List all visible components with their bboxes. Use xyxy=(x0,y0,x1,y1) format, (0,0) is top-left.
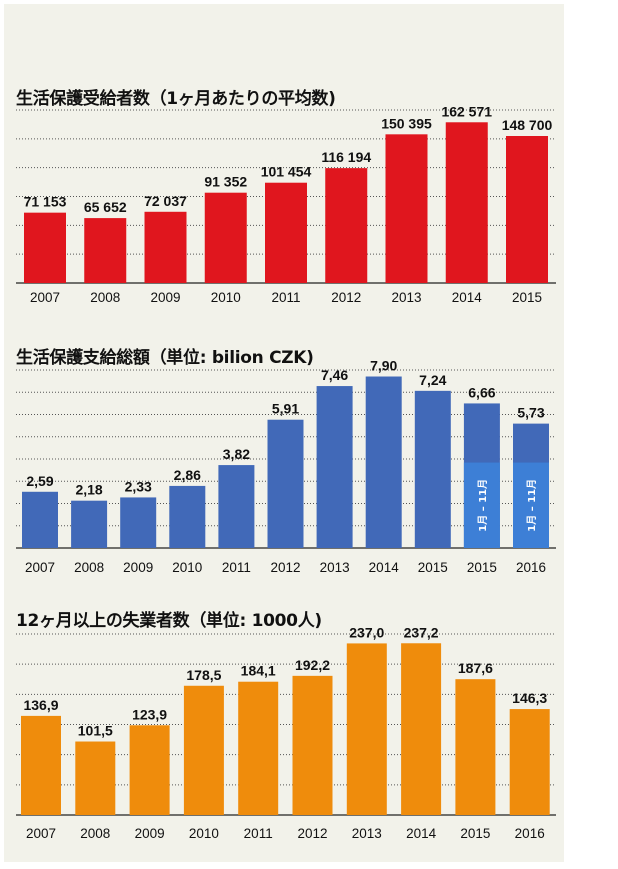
chart3-x-tick-label: 2009 xyxy=(135,826,165,841)
chart1-x-tick-label: 2009 xyxy=(150,290,180,305)
chart3-x-tick-label: 2014 xyxy=(406,826,437,841)
chart3-value-label: 184,1 xyxy=(241,663,276,679)
chart2-value-label: 2,18 xyxy=(75,482,102,498)
chart1-value-label: 91 352 xyxy=(204,174,247,190)
chart3-bar xyxy=(455,679,496,815)
chart2-value-label: 7,90 xyxy=(370,358,397,374)
chart1-x-tick-label: 2011 xyxy=(271,290,300,305)
chart2-partial-year-overlay xyxy=(463,462,500,548)
chart3-value-label: 146,3 xyxy=(512,690,547,706)
chart3-x-tick-label: 2008 xyxy=(80,826,110,841)
chart2-x-tick-label: 2015 xyxy=(467,560,497,575)
chart1-bar xyxy=(385,134,428,283)
chart2-bar xyxy=(22,491,58,548)
chart3-bar xyxy=(238,681,279,815)
chart1-value-label: 72 037 xyxy=(144,193,187,209)
chart2-value-label: 2,86 xyxy=(174,467,201,483)
chart3-bar xyxy=(509,709,550,815)
chart2-value-label: 2,33 xyxy=(125,478,152,494)
chart2-value-label: 7,46 xyxy=(321,367,348,383)
chart3-value-label: 237,0 xyxy=(349,624,384,640)
chart2-value-label: 5,91 xyxy=(272,401,299,417)
chart2-bar xyxy=(71,500,108,548)
chart2-bar xyxy=(169,485,206,548)
chart3-title: 12ヶ月以上の失業者数（単位: 1000人) xyxy=(16,611,322,631)
chart2-value-label: 7,24 xyxy=(419,372,446,388)
chart1-bar xyxy=(24,212,66,283)
chart2-x-tick-label: 2011 xyxy=(222,560,251,575)
chart2-x-tick-label: 2013 xyxy=(320,560,350,575)
chart3-x-tick-label: 2010 xyxy=(189,826,219,841)
chart2-title: 生活保護支給総額（単位: bilion CZK) xyxy=(16,348,314,368)
chart2-value-label: 2,59 xyxy=(26,473,53,489)
chart1-x-tick-label: 2015 xyxy=(512,290,542,305)
chart2-bar xyxy=(414,390,451,548)
chart2-value-label: 3,82 xyxy=(223,446,250,462)
chart1-value-label: 116 194 xyxy=(321,149,371,165)
chart1-bar xyxy=(445,122,488,283)
chart1-title: 生活保護受給者数（1ヶ月あたりの平均数) xyxy=(16,89,336,109)
chart2-bar xyxy=(316,386,353,548)
chart3-value-label: 237,2 xyxy=(404,624,439,640)
chart3-value-label: 101,5 xyxy=(78,723,113,739)
chart3-bar xyxy=(21,715,61,815)
chart1-value-label: 65 652 xyxy=(84,199,127,215)
chart2-bar xyxy=(120,497,157,548)
chart1-value-label: 162 571 xyxy=(441,103,492,119)
chart3-bar xyxy=(75,741,116,815)
chart1-x-tick-label: 2014 xyxy=(452,290,483,305)
chart1-bar xyxy=(144,211,187,283)
chart1-x-tick-label: 2012 xyxy=(331,290,361,305)
chart1-x-tick-label: 2010 xyxy=(211,290,241,305)
chart1-x-tick-label: 2013 xyxy=(391,290,421,305)
chart3-bar xyxy=(401,643,442,815)
chart3-x-tick-label: 2007 xyxy=(26,826,56,841)
chart3-bar xyxy=(292,675,333,815)
chart2-value-label: 6,66 xyxy=(468,384,495,400)
chart1-value-label: 101 454 xyxy=(261,164,312,180)
chart1-bar xyxy=(265,182,307,283)
chart2-annotation-label: 1月 – 11月 xyxy=(477,479,489,532)
chart3-value-label: 136,9 xyxy=(23,697,58,713)
chart1-bar xyxy=(84,218,127,283)
chart2-x-tick-label: 2008 xyxy=(74,560,104,575)
chart2-annotation-label: 1月 – 11月 xyxy=(526,479,538,532)
chart2-x-tick-label: 2010 xyxy=(172,560,202,575)
chart1-value-label: 148 700 xyxy=(502,117,553,133)
chart3-x-tick-label: 2016 xyxy=(515,826,545,841)
chart1-value-label: 150 395 xyxy=(381,115,432,131)
chart3-x-tick-label: 2013 xyxy=(352,826,382,841)
chart2-x-tick-label: 2015 xyxy=(418,560,448,575)
chart3-x-tick-label: 2015 xyxy=(460,826,490,841)
chart2-bar xyxy=(218,465,255,548)
chart2-x-tick-label: 2012 xyxy=(270,560,300,575)
chart3-x-tick-label: 2011 xyxy=(244,826,273,841)
chart2-bar xyxy=(267,419,304,548)
chart3-bar xyxy=(346,643,387,815)
chart2-x-tick-label: 2016 xyxy=(516,560,546,575)
chart2-partial-year-overlay xyxy=(513,462,549,548)
chart3-bar xyxy=(183,685,224,815)
chart3-value-label: 123,9 xyxy=(132,706,167,722)
chart2-value-label: 5,73 xyxy=(517,405,544,421)
chart1-bar xyxy=(204,192,247,283)
chart2-x-tick-label: 2009 xyxy=(123,560,153,575)
chart3-bar xyxy=(129,725,170,815)
chart1-value-label: 71 153 xyxy=(24,194,67,210)
chart3-value-label: 178,5 xyxy=(186,667,221,683)
chart1-bar xyxy=(506,135,548,283)
chart1-x-tick-label: 2007 xyxy=(30,290,60,305)
chart2-bar xyxy=(365,376,402,548)
chart2-x-tick-label: 2007 xyxy=(25,560,55,575)
chart3-x-tick-label: 2012 xyxy=(297,826,327,841)
chart1-bar xyxy=(325,168,368,283)
chart3-value-label: 187,6 xyxy=(458,660,493,676)
chart3-value-label: 192,2 xyxy=(295,657,330,673)
chart1-x-tick-label: 2008 xyxy=(90,290,120,305)
chart2-x-tick-label: 2014 xyxy=(369,560,400,575)
